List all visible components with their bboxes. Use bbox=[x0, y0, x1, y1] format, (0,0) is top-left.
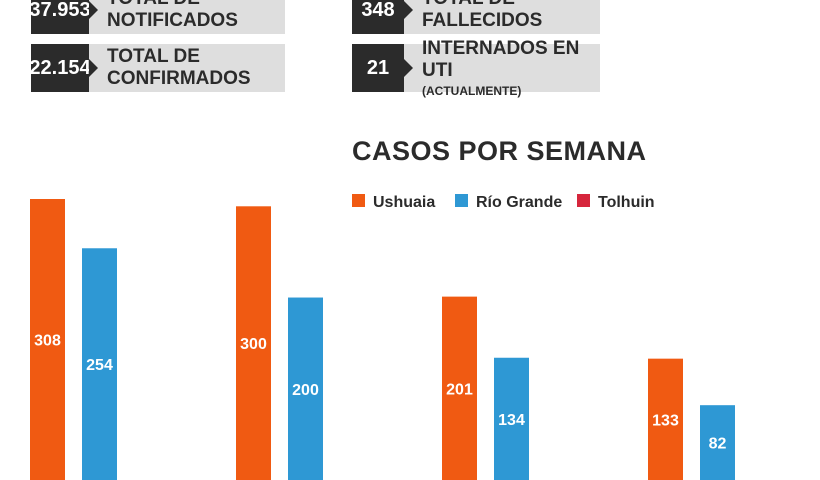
stat-fallecidos: 348 TOTAL DE FALLECIDOS bbox=[352, 0, 600, 34]
stat-label-box: TOTAL DE CONFIRMADOS bbox=[89, 44, 285, 92]
bar bbox=[442, 296, 477, 480]
chart-title: CASOS POR SEMANA bbox=[352, 136, 647, 166]
bar bbox=[82, 248, 117, 480]
legend-swatch bbox=[352, 194, 365, 207]
bar-value-label: 133 bbox=[652, 412, 679, 429]
stat-label: TOTAL DE FALLECIDOS bbox=[422, 0, 543, 31]
legend-label: Tolhuin bbox=[598, 194, 655, 211]
legend-label: Ushuaia bbox=[373, 194, 435, 211]
bar-value-label: 300 bbox=[240, 336, 267, 353]
bar-value-label: 308 bbox=[34, 333, 61, 350]
bar bbox=[700, 405, 735, 480]
bar bbox=[648, 358, 683, 480]
legend-item-2: Tolhuin bbox=[577, 194, 655, 211]
stat-label-box: INTERNADOS EN UTI (ACTUALMENTE) bbox=[404, 38, 600, 98]
stat-label-box: TOTAL DE NOTIFICADOS bbox=[89, 0, 285, 34]
legend-label: Río Grande bbox=[476, 194, 562, 211]
stat-label: INTERNADOS EN UTI bbox=[422, 38, 580, 81]
legend-swatch bbox=[455, 194, 468, 207]
bar-value-label: 254 bbox=[86, 357, 113, 374]
stat-value: 21 bbox=[352, 44, 413, 92]
bar-value-label: 134 bbox=[498, 412, 525, 429]
bar-value-label: 201 bbox=[446, 381, 473, 398]
stat-confirmados: 22.154 TOTAL DE CONFIRMADOS bbox=[29, 44, 285, 92]
bar-value-label: 82 bbox=[709, 436, 727, 453]
stat-value: 348 bbox=[352, 0, 413, 34]
bar bbox=[288, 297, 323, 480]
bar bbox=[30, 199, 65, 480]
stat-value: 22.154 bbox=[29, 44, 98, 92]
bar-value-label: 200 bbox=[292, 382, 319, 399]
bar bbox=[494, 357, 529, 480]
stat-sublabel: (ACTUALMENTE) bbox=[422, 84, 522, 98]
legend-item-0: Ushuaia bbox=[352, 194, 435, 211]
bar bbox=[236, 206, 271, 480]
legend-swatch bbox=[577, 194, 590, 207]
stat-internados-uti: 21 INTERNADOS EN UTI (ACTUALMENTE) bbox=[352, 38, 600, 98]
stat-label: TOTAL DE CONFIRMADOS bbox=[107, 46, 251, 89]
stat-label: TOTAL DE NOTIFICADOS bbox=[107, 0, 238, 31]
stat-value: 37.953 bbox=[29, 0, 98, 34]
stat-notificados: 37.953 TOTAL DE NOTIFICADOS bbox=[29, 0, 285, 34]
stat-label-box: TOTAL DE FALLECIDOS bbox=[404, 0, 600, 34]
legend-item-1: Río Grande bbox=[455, 194, 562, 211]
